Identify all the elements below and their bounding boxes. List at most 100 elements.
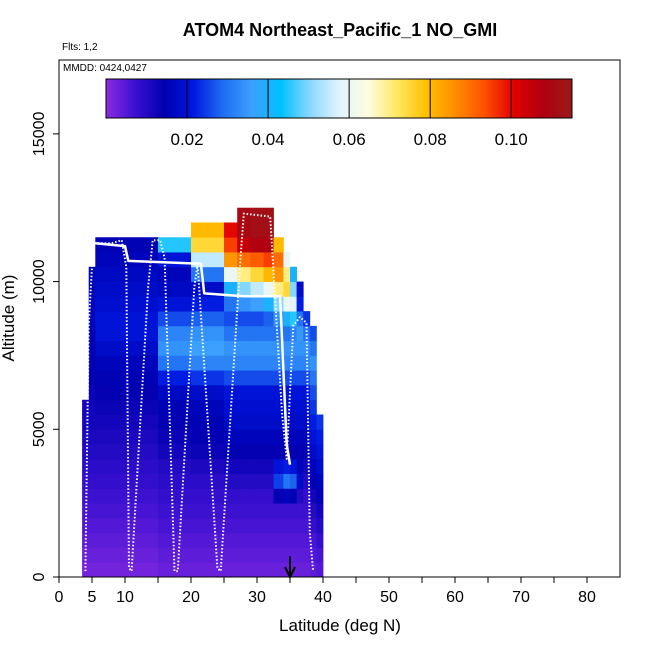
heatmap-cell [250, 340, 264, 356]
heatmap-cell [283, 370, 291, 386]
flight-track-layer [84, 212, 315, 573]
heatmap-cell [309, 473, 317, 489]
heatmap-cell [263, 237, 274, 253]
heatmap-cell [224, 340, 238, 356]
heatmap-cell [224, 444, 238, 460]
heatmap-cell [263, 488, 274, 504]
heatmap-cell [82, 444, 90, 460]
heatmap-cell [191, 532, 225, 548]
heatmap-cell [237, 458, 251, 474]
heatmap-cell [237, 266, 251, 282]
heatmap-cell [273, 384, 284, 401]
plot-frame [58, 59, 621, 578]
x-tick-label: 20 [182, 589, 200, 606]
heatmap-cell [95, 532, 159, 548]
heatmap-cell [283, 517, 291, 534]
heatmap-cell [158, 384, 192, 401]
heatmap-cell [273, 237, 284, 253]
colorbar-tick-label: 0.08 [414, 130, 447, 149]
heatmap-cell [95, 311, 159, 327]
heatmap-cell [290, 355, 297, 371]
heatmap-cell [224, 370, 238, 386]
x-tick-label: 10 [116, 589, 134, 606]
heatmap-cell [296, 444, 304, 460]
heatmap-cell [158, 414, 192, 430]
heatmap-cell [296, 414, 304, 430]
heatmap-cell [316, 532, 324, 548]
heatmap-cell [88, 384, 96, 401]
heatmap-cell [158, 458, 192, 474]
heatmap-cell [263, 517, 274, 534]
heatmap-cell [309, 399, 317, 415]
heatmap-cell [283, 384, 291, 401]
heatmap-cell [224, 252, 238, 268]
heatmap-cell [309, 370, 317, 386]
heatmap-cell [316, 517, 324, 534]
heatmap-cell [88, 444, 96, 460]
heatmap-cell [296, 384, 304, 401]
heatmap-cell [263, 281, 274, 297]
heatmap-cell [263, 325, 274, 342]
colorbar-tick-label: 0.06 [333, 130, 366, 149]
heatmap-cell [303, 562, 311, 578]
heatmap-cell [224, 237, 238, 253]
heatmap-cell [283, 296, 291, 312]
heatmap-cell [250, 252, 264, 268]
heatmap-cell [290, 370, 297, 386]
heatmap-cell [191, 370, 225, 386]
heatmap-cell [224, 532, 238, 548]
heatmap-cell [263, 458, 274, 474]
colorbar: 0.02 0.04 0.06 0.08 0.10 [105, 78, 573, 149]
heatmap-cell [95, 562, 159, 578]
y-tick-label: 15000 [31, 112, 48, 157]
heatmap-cell [237, 562, 251, 578]
heatmap-cell [290, 532, 297, 548]
heatmap-cell [263, 370, 274, 386]
y-axis-label: Altitude (m) [0, 275, 18, 362]
heatmap-cell [316, 547, 324, 563]
heatmap-cell [191, 547, 225, 563]
heatmap-cell [158, 532, 192, 548]
heatmap-cell [95, 517, 159, 534]
heatmap-cell [273, 340, 284, 356]
heatmap-cell [290, 296, 297, 312]
heatmap-cell [316, 473, 324, 489]
heatmap-cell [296, 296, 304, 312]
heatmap-cell [224, 399, 238, 415]
heatmap-cell [316, 503, 324, 519]
heatmap-cell [224, 325, 238, 342]
heatmap-cell [309, 547, 317, 563]
heatmap-cell [316, 429, 324, 445]
heatmap-cell [158, 252, 192, 268]
heatmap-cell [273, 266, 284, 282]
heatmap-cell [237, 237, 251, 253]
heatmap-cell [273, 547, 284, 563]
heatmap-cell [237, 325, 251, 342]
heatmap-cell [283, 458, 291, 474]
heatmap-cell [237, 547, 251, 563]
heatmap-cell [309, 532, 317, 548]
heatmap-cell [290, 399, 297, 415]
heatmap-cell [283, 281, 291, 297]
heatmap-cell [296, 458, 304, 474]
heatmap-cell [250, 429, 264, 445]
heatmap-cell [273, 517, 284, 534]
heatmap-cell [82, 399, 90, 415]
heatmap-cell [296, 532, 304, 548]
date-label: MMDD: 0424,0427 [63, 63, 147, 74]
heatmap-cell [250, 222, 264, 238]
heatmap-cell [290, 311, 297, 327]
y-tick-label: 0 [31, 572, 48, 581]
y-axis: 0 5000 10000 15000 [31, 112, 59, 581]
heatmap-cell [237, 296, 251, 312]
heatmap-cell [158, 488, 192, 504]
heatmap-cell [224, 517, 238, 534]
heatmap-cell [158, 311, 192, 327]
heatmap-cell [224, 473, 238, 489]
heatmap-cell [82, 458, 90, 474]
heatmap-cell [273, 370, 284, 386]
heatmap-cell [296, 399, 304, 415]
heatmap-cell [263, 266, 274, 282]
colorbar-tick-label: 0.04 [252, 130, 285, 149]
